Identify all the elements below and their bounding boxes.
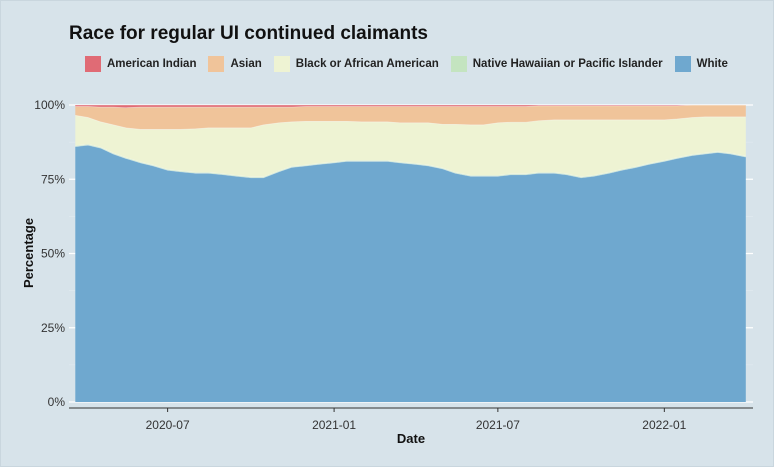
legend-swatch: [674, 56, 691, 72]
legend-swatch: [208, 56, 225, 72]
legend-swatch: [273, 56, 290, 72]
y-tick-label: 50%: [41, 247, 65, 261]
legend-item: Black or African American: [273, 56, 439, 72]
legend-label: Asian: [230, 58, 262, 70]
legend-label: American Indian: [107, 58, 197, 70]
legend-swatch: [85, 56, 101, 72]
legend-item: Native Hawaiian or Pacific Islander: [450, 56, 663, 72]
legend-label: Native Hawaiian or Pacific Islander: [472, 58, 663, 70]
area-edge: [75, 143, 746, 178]
chart-legend: American Indian Asian Black or African Ame…: [85, 55, 740, 73]
y-tick-label: 0%: [48, 395, 66, 409]
y-tick-label: 25%: [41, 321, 65, 335]
legend-item: Asian: [208, 56, 262, 72]
x-tick-label: 2021-07: [476, 418, 520, 432]
legend-item: American Indian: [85, 56, 196, 72]
legend-label: Black or African American: [295, 58, 439, 70]
legend-item: White: [674, 56, 728, 72]
x-axis-title: Date: [397, 431, 425, 446]
y-tick-label: 75%: [41, 172, 65, 186]
area-edge: [75, 115, 746, 130]
area-asian: [75, 105, 746, 130]
legend-swatch: [450, 56, 467, 72]
area-edge: [75, 144, 746, 179]
area-black-or-african-american: [75, 115, 746, 177]
area-american-indian: [75, 105, 746, 108]
legend-label: White: [696, 58, 728, 70]
y-tick-label: 100%: [34, 98, 65, 112]
x-tick-label: 2022-01: [642, 418, 686, 432]
chart-title: Race for regular UI continued claimants: [69, 23, 428, 44]
y-axis-title: Percentage: [21, 218, 36, 288]
area-white: [75, 145, 746, 402]
x-tick-label: 2021-01: [312, 418, 356, 432]
area-edge: [75, 104, 746, 109]
x-tick-label: 2020-07: [146, 418, 190, 432]
